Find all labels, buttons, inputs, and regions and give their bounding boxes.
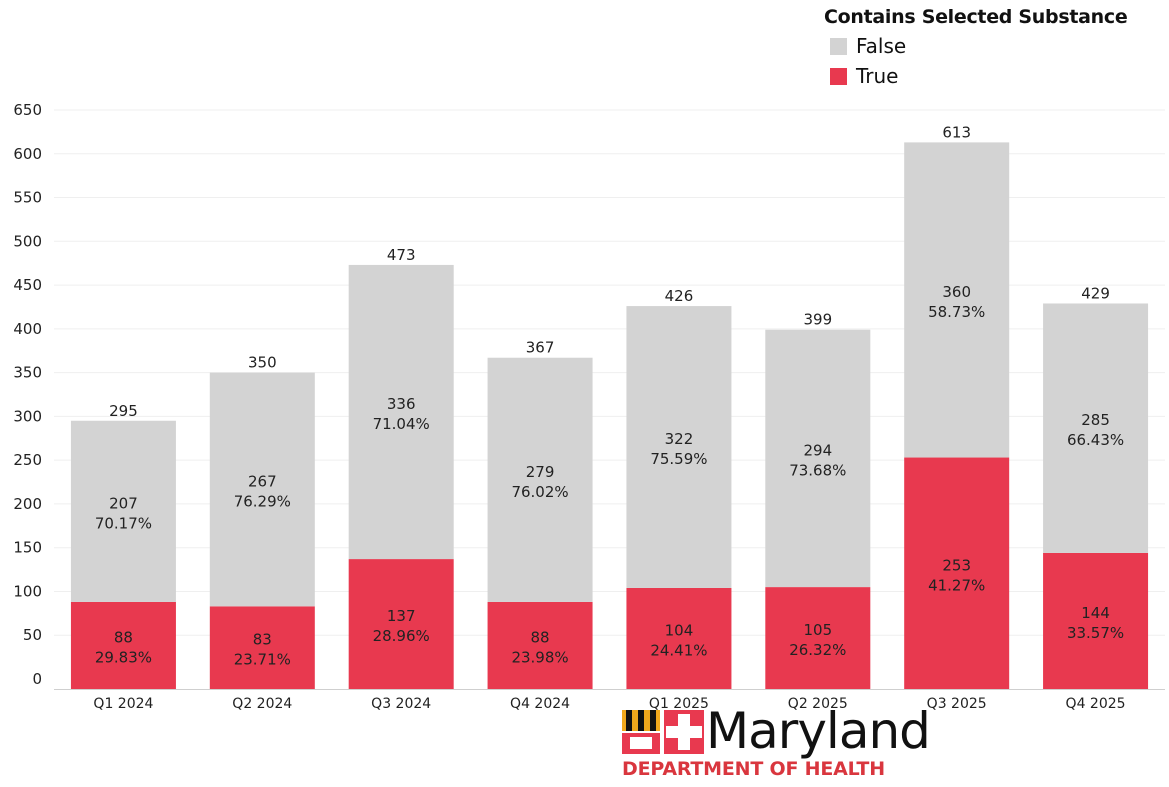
x-tick-label: Q4 2025 — [1066, 696, 1126, 712]
x-tick-label: Q1 2024 — [93, 696, 153, 712]
bar-true-value-label: 137 — [387, 607, 416, 625]
y-tick-label: 450 — [13, 276, 42, 294]
x-tick-label: Q3 2025 — [927, 696, 987, 712]
legend-item-true[interactable]: True — [830, 64, 1127, 88]
bar-false — [70, 420, 176, 602]
y-tick-label: 50 — [23, 626, 42, 644]
y-tick-label: 550 — [13, 189, 42, 207]
x-tick-label: Q2 2024 — [232, 696, 292, 712]
bar-total-label: 399 — [803, 311, 832, 329]
bar-false-value-label: 279 — [526, 463, 555, 481]
bar-true-percent-label: 24.41% — [650, 641, 707, 659]
bar-true-percent-label: 26.32% — [789, 641, 846, 659]
bar-total-label: 613 — [942, 123, 971, 141]
x-tick-label: Q3 2024 — [371, 696, 431, 712]
y-tick-label: 500 — [13, 232, 42, 250]
bar-true-percent-label: 33.57% — [1067, 624, 1124, 642]
bar-true-value-label: 88 — [114, 628, 133, 646]
bar-total-label: 367 — [526, 339, 555, 357]
legend-title: Contains Selected Substance — [824, 6, 1128, 28]
bar-total-label: 426 — [665, 287, 694, 305]
y-tick-label: 600 — [13, 145, 42, 163]
bar-true-percent-label: 23.98% — [511, 648, 568, 666]
y-tick-label: 400 — [13, 320, 42, 338]
bar-false — [765, 329, 871, 588]
bar-true-value-label: 88 — [531, 628, 550, 646]
bar-true-value-label: 253 — [942, 556, 971, 574]
legend: Contains Selected Substance False True — [824, 6, 1128, 88]
bar-false — [904, 142, 1010, 458]
bar-false-percent-label: 70.17% — [95, 514, 152, 532]
bar-false-percent-label: 66.43% — [1067, 431, 1124, 449]
bar-true-value-label: 104 — [665, 621, 694, 639]
bar-true — [1043, 552, 1149, 689]
bar-false-value-label: 267 — [248, 472, 277, 490]
bar-true-value-label: 144 — [1081, 604, 1110, 622]
bar-false-value-label: 294 — [803, 441, 832, 459]
bar-false — [209, 372, 315, 607]
y-tick-label: 300 — [13, 407, 42, 425]
bar-total-label: 429 — [1081, 284, 1110, 302]
legend-label-true: True — [856, 64, 899, 88]
bar-true-percent-label: 23.71% — [234, 651, 291, 669]
bar-true — [70, 601, 176, 689]
bar-false-value-label: 336 — [387, 395, 416, 413]
bar-false — [1043, 303, 1149, 553]
bar-true-value-label: 83 — [253, 631, 272, 649]
bar-false — [626, 306, 732, 588]
y-tick-label: 100 — [13, 582, 42, 600]
legend-swatch-false — [830, 37, 847, 55]
bar-total-label: 295 — [109, 402, 138, 420]
bar-total-label: 350 — [248, 354, 277, 372]
legend-label-false: False — [856, 34, 907, 58]
bar-true — [209, 606, 315, 689]
maryland-health-logo: Maryland DEPARTMENT OF HEALTH — [620, 702, 970, 782]
y-tick-label: 150 — [13, 539, 42, 557]
bar-true-percent-label: 41.27% — [928, 576, 985, 594]
bar-false-percent-label: 73.68% — [789, 461, 846, 479]
bar-true — [626, 587, 732, 689]
bar-false-percent-label: 75.59% — [650, 450, 707, 468]
maryland-flag-icon — [622, 710, 704, 754]
bar-true — [765, 587, 871, 689]
x-tick-label: Q2 2025 — [788, 696, 848, 712]
bar-false-value-label: 207 — [109, 494, 138, 512]
y-tick-label: 200 — [13, 495, 42, 513]
x-tick-label: Q1 2025 — [649, 696, 709, 712]
bar-total-label: 473 — [387, 246, 416, 264]
bar-true — [348, 559, 454, 689]
bar-false-value-label: 322 — [665, 430, 694, 448]
bar-false-value-label: 285 — [1081, 411, 1110, 429]
y-tick-label: 0 — [32, 670, 42, 688]
logo-subtitle: DEPARTMENT OF HEALTH — [622, 758, 885, 780]
logo-wordmark: Maryland — [706, 702, 931, 760]
bar-false-percent-label: 76.29% — [234, 492, 291, 510]
legend-swatch-true — [830, 67, 847, 85]
bar-false — [487, 357, 593, 602]
bar-false — [348, 264, 454, 560]
bar-true — [487, 601, 593, 689]
bar-false-percent-label: 76.02% — [511, 483, 568, 501]
y-tick-label: 250 — [13, 451, 42, 469]
y-tick-label: 650 — [13, 101, 42, 119]
x-tick-label: Q4 2024 — [510, 696, 570, 712]
bar-false-percent-label: 71.04% — [373, 415, 430, 433]
bar-false-percent-label: 58.73% — [928, 303, 985, 321]
bar-true — [904, 457, 1010, 689]
y-tick-label: 350 — [13, 364, 42, 382]
bar-true-value-label: 105 — [803, 621, 832, 639]
bar-true-percent-label: 28.96% — [373, 627, 430, 645]
bar-false-value-label: 360 — [942, 283, 971, 301]
legend-item-false[interactable]: False — [830, 34, 1127, 58]
bar-true-percent-label: 29.83% — [95, 648, 152, 666]
